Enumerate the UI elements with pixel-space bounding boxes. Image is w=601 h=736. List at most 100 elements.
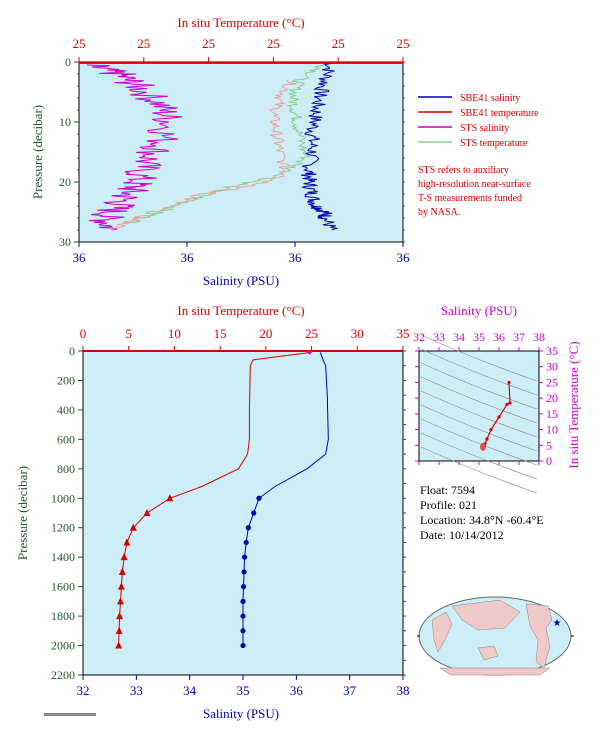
ts-profile-point bbox=[507, 380, 511, 385]
main-salinity-marker bbox=[251, 510, 257, 516]
ts-salinity-tick-label: 37 bbox=[513, 330, 525, 344]
top-salinity-tick-label: 36 bbox=[73, 250, 87, 265]
main-temperature-marker bbox=[116, 597, 124, 605]
main-salinity-tick-label: 33 bbox=[130, 683, 143, 698]
legend-label: SBE41 temperature bbox=[460, 108, 539, 119]
main-temperature-marker bbox=[120, 553, 128, 561]
top-pressure-tick-label: 20 bbox=[59, 175, 71, 189]
main-series-group bbox=[83, 350, 403, 649]
main-pressure-tick-label: 800 bbox=[57, 462, 75, 476]
main-temp-tick-label: 30 bbox=[351, 326, 364, 341]
main-salinity-tick-label: 36 bbox=[290, 683, 304, 698]
ts-salinity-tick-label: 34 bbox=[453, 330, 465, 344]
top-series-sts-temperature-light-red bbox=[111, 79, 297, 231]
ts-salinity-tick-label: 33 bbox=[433, 330, 445, 344]
main-temperature-marker bbox=[118, 567, 126, 575]
ts-temp-tick-label: 0 bbox=[546, 454, 552, 468]
main-pressure-tick-label: 1800 bbox=[51, 609, 75, 623]
float-location-star-icon: ★ bbox=[553, 618, 562, 629]
main-pressure-tick-label: 600 bbox=[57, 432, 75, 446]
main-temp-tick-label: 10 bbox=[168, 326, 181, 341]
profile-id: Profile: 021 bbox=[420, 498, 477, 512]
main-salinity-tick-label: 34 bbox=[183, 683, 197, 698]
main-salinity-marker bbox=[245, 525, 251, 531]
main-temperature-marker bbox=[143, 509, 151, 516]
top-temp-tick-label: 25 bbox=[137, 36, 150, 51]
top-temp-tick-label: 25 bbox=[73, 36, 86, 51]
top-salinity-tick-label: 36 bbox=[289, 250, 303, 265]
top-salinity-ticks: 36 36 36 36 bbox=[73, 242, 411, 265]
main-pressure-tick-label: 1400 bbox=[51, 550, 75, 564]
top-plot-area bbox=[78, 61, 404, 243]
main-salinity-tick-label: 35 bbox=[237, 683, 250, 698]
ts-temp-tick-label: 30 bbox=[546, 360, 558, 374]
ts-density-contour bbox=[420, 418, 538, 466]
top-salinity-tick-label: 36 bbox=[181, 250, 195, 265]
main-pressure-tick-label: 2000 bbox=[51, 639, 75, 653]
main-temp-tick-label: 0 bbox=[80, 326, 87, 341]
ts-temp-label: In situ Temperature (°C) bbox=[566, 341, 581, 468]
ts-salinity-title: Salinity (PSU) bbox=[441, 303, 517, 318]
ts-density-contour bbox=[420, 362, 538, 410]
ts-plot-area bbox=[418, 350, 540, 462]
main-temperature-marker bbox=[116, 612, 124, 620]
ts-salinity-tick-label: 35 bbox=[473, 330, 485, 344]
ts-profile-point bbox=[485, 437, 489, 441]
ts-density-contours bbox=[420, 334, 538, 494]
ts-series-group bbox=[480, 380, 512, 451]
map-land-americas-east bbox=[431, 611, 453, 653]
top-series-sbe41-salinity bbox=[300, 61, 338, 231]
top-temp-tick-label: 25 bbox=[397, 36, 410, 51]
main-temp-tick-label: 15 bbox=[214, 326, 227, 341]
main-salinity-tick-label: 37 bbox=[343, 683, 357, 698]
ts-density-contour bbox=[420, 376, 538, 424]
map-land-antarctica bbox=[439, 667, 551, 676]
float-id: Float: 7594 bbox=[420, 483, 475, 497]
legend-label: SBE41 salinity bbox=[460, 93, 520, 104]
main-pressure-tick-label: 1600 bbox=[51, 580, 75, 594]
main-surface-marker bbox=[306, 351, 313, 355]
top-salinity-tick-label: 36 bbox=[397, 250, 411, 265]
top-pressure-tick-label: 30 bbox=[59, 235, 71, 249]
main-temp-tick-label: 25 bbox=[305, 326, 318, 341]
note-line-2: high-resolution near-surface bbox=[418, 179, 531, 190]
main-pressure-tick-label: 2200 bbox=[51, 668, 75, 682]
ts-density-contour bbox=[420, 446, 538, 494]
main-temperature-marker bbox=[115, 626, 123, 634]
main-salinity-marker bbox=[240, 628, 246, 634]
top-salinity-label: Salinity (PSU) bbox=[203, 273, 279, 288]
main-salinity-label: Salinity (PSU) bbox=[203, 706, 279, 721]
ts-density-contour bbox=[420, 432, 538, 480]
top-series-group bbox=[79, 61, 403, 231]
top-pressure-tick-label: 0 bbox=[65, 55, 71, 69]
ts-salinity-tick-label: 38 bbox=[533, 330, 545, 344]
note: STS refers to auxiliary high-resolution … bbox=[418, 165, 531, 218]
main-salinity-marker bbox=[240, 584, 247, 590]
main-temperature-marker bbox=[115, 641, 123, 649]
legend: SBE41 salinity SBE41 temperature STS salin… bbox=[418, 93, 539, 149]
ts-density-contour bbox=[420, 348, 538, 396]
ts-temp-tick-label: 5 bbox=[546, 438, 552, 452]
ts-profile-point bbox=[489, 427, 493, 432]
footer-stamp bbox=[44, 713, 96, 716]
main-salinity-marker bbox=[240, 613, 246, 619]
main-salinity-marker bbox=[241, 569, 247, 575]
main-salinity-ticks: 32 33 34 35 36 37 38 bbox=[77, 675, 410, 698]
ts-density-contour bbox=[420, 404, 538, 452]
main-pressure-tick-label: 200 bbox=[57, 373, 75, 387]
main-temp-tick-label: 35 bbox=[397, 326, 410, 341]
map-land-australia bbox=[477, 645, 499, 661]
legend-label: STS salinity bbox=[460, 123, 509, 134]
ts-salinity-tick-label: 36 bbox=[493, 330, 505, 344]
main-panel: 0 5 10 15 20 25 30 35 32 33 34 35 36 37 38 0 200 400 600… bbox=[15, 303, 410, 721]
ts-temp-tick-label: 15 bbox=[546, 407, 558, 421]
main-temperature-marker bbox=[166, 494, 174, 502]
main-salinity-tick-label: 38 bbox=[397, 683, 410, 698]
main-salinity-marker bbox=[243, 539, 249, 546]
main-salinity-tick-label: 32 bbox=[77, 683, 90, 698]
main-temp-tick-label: 20 bbox=[259, 326, 272, 341]
main-pressure-tick-label: 0 bbox=[69, 344, 75, 358]
top-temp-title: In situ Temperature (°C) bbox=[177, 15, 304, 30]
main-pressure-ticks: 0 200 400 600 800 1000 1200 1400 1600 1800 2000 220… bbox=[51, 344, 406, 682]
